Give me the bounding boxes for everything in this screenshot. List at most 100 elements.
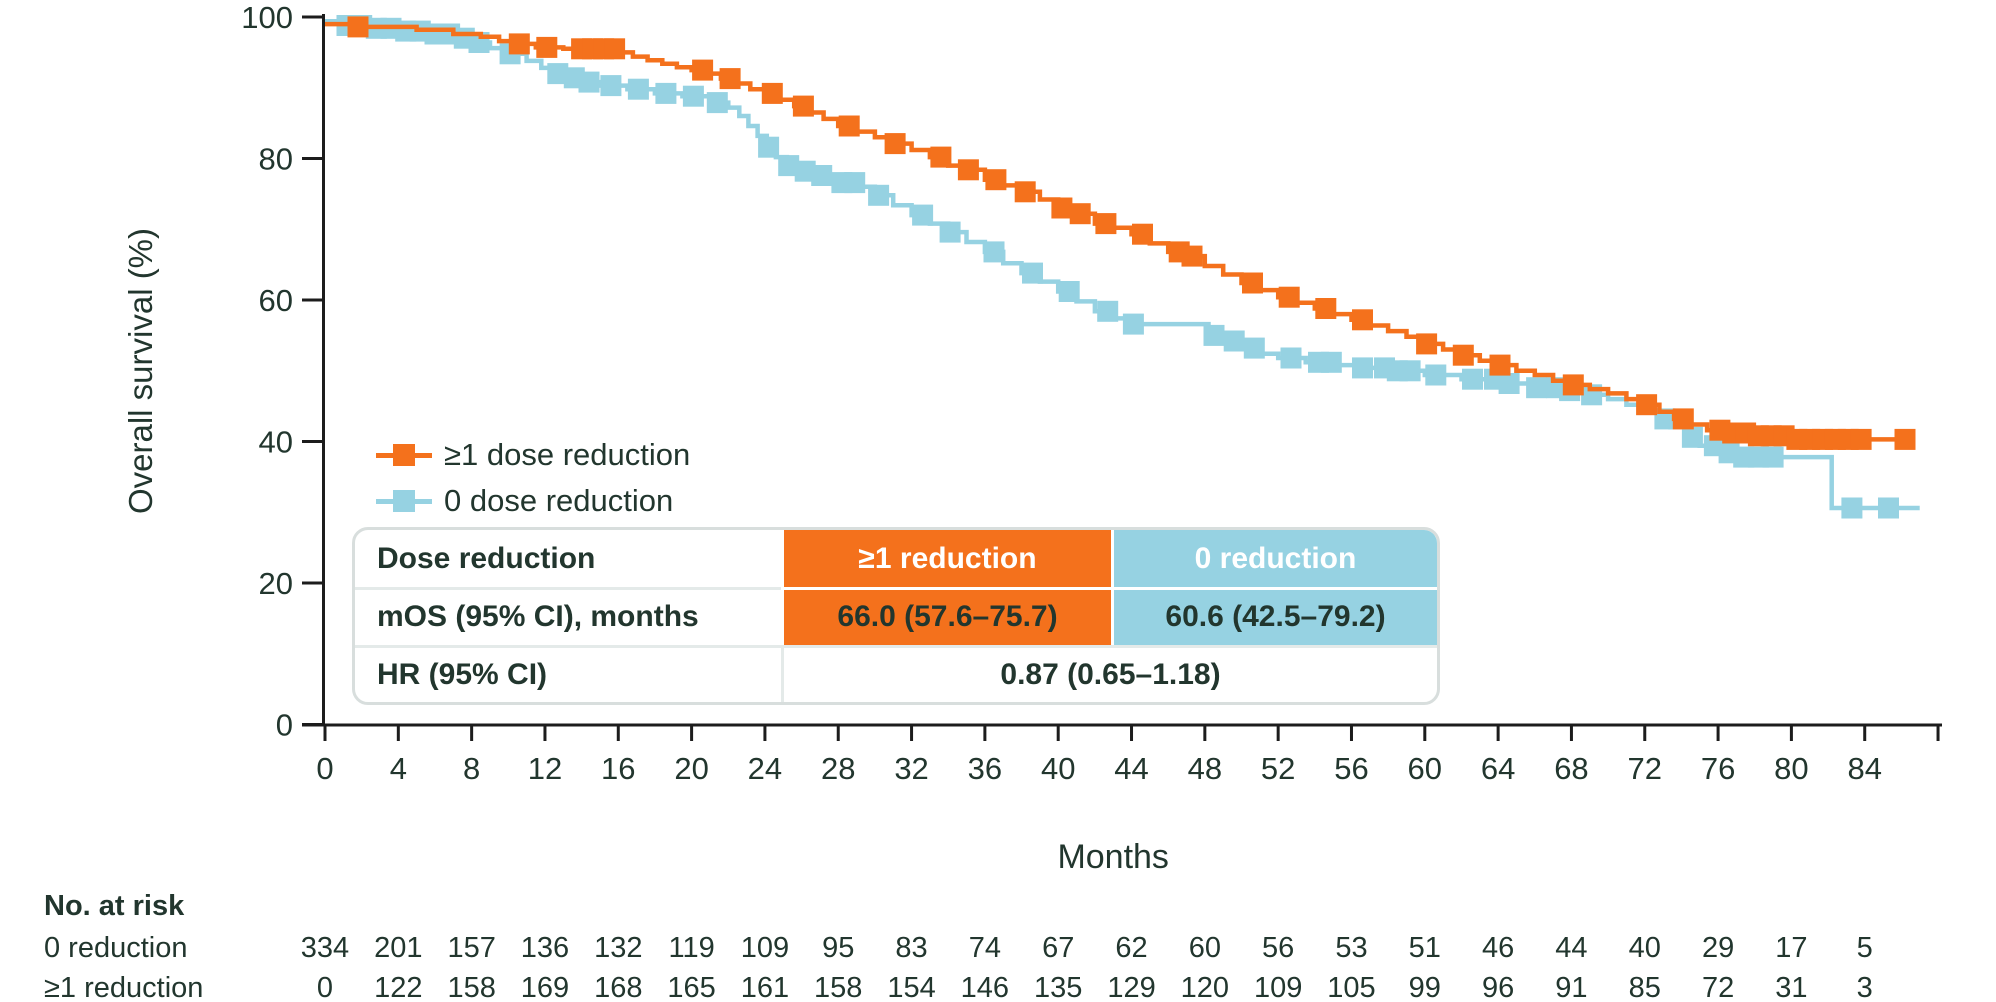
censor-mark — [1399, 360, 1421, 382]
legend-item-ge1-dose-reduction: ≥1 dose reduction — [376, 432, 690, 478]
at-risk-row-label: 0 reduction — [44, 932, 188, 964]
legend-label: ≥1 dose reduction — [444, 437, 691, 472]
censor-mark — [536, 36, 558, 58]
censor-mark — [1672, 408, 1694, 430]
at-risk-value: 119 — [668, 932, 714, 964]
at-risk-value: 157 — [447, 932, 495, 964]
censor-mark — [1878, 497, 1899, 519]
censor-mark — [1762, 446, 1784, 468]
censor-square-icon — [393, 443, 415, 466]
y-tick-label: 60 — [259, 283, 293, 318]
at-risk-value: 109 — [1254, 972, 1302, 1002]
at-risk-title: No. at risk — [44, 890, 185, 922]
stats-header-zero: 0 reduction — [1111, 530, 1437, 588]
at-risk-value: 165 — [667, 972, 715, 1002]
censor-mark — [655, 82, 677, 104]
legend: ≥1 dose reduction 0 dose reduction — [376, 432, 690, 524]
censor-mark — [719, 68, 741, 90]
censor-mark — [1203, 324, 1225, 346]
y-tick-label: 0 — [276, 708, 293, 743]
y-tick-label: 40 — [259, 425, 293, 460]
at-risk-value: 96 — [1482, 972, 1514, 1002]
y-tick-label: 80 — [259, 142, 293, 177]
at-risk-value: 53 — [1335, 932, 1367, 964]
at-risk-value: 51 — [1409, 932, 1441, 964]
x-tick-label: 64 — [1481, 751, 1515, 786]
x-tick-label: 12 — [528, 751, 562, 786]
legend-label: 0 dose reduction — [444, 483, 674, 518]
censor-mark — [1636, 394, 1658, 416]
censor-mark — [1051, 197, 1073, 219]
at-risk-value: 120 — [1181, 972, 1229, 1002]
legend-marker-blue — [376, 489, 432, 512]
at-risk-value: 201 — [374, 932, 422, 964]
at-risk-value: 85 — [1629, 972, 1661, 1002]
y-tick-label: 20 — [259, 566, 293, 601]
censor-mark — [1181, 245, 1203, 267]
at-risk-value: 154 — [887, 972, 935, 1002]
at-risk-value: 67 — [1042, 932, 1074, 964]
censor-mark — [600, 75, 622, 97]
censor-mark — [912, 204, 934, 226]
at-risk-value: 17 — [1775, 932, 1807, 964]
censor-mark — [884, 133, 906, 155]
at-risk-value: 99 — [1409, 972, 1441, 1002]
x-tick-label: 24 — [748, 751, 782, 786]
at-risk-value: 60 — [1189, 932, 1221, 964]
x-tick-label: 80 — [1774, 751, 1808, 786]
stats-mos-label: mOS (95% CI), months — [355, 587, 781, 644]
at-risk-value: 334 — [301, 932, 349, 964]
x-tick-label: 48 — [1188, 751, 1222, 786]
censor-mark — [1223, 330, 1245, 352]
stats-mos-zero: 60.6 (42.5–79.2) — [1111, 587, 1437, 645]
censor-mark — [1498, 373, 1520, 394]
censor-mark — [347, 16, 369, 38]
x-axis-title: Months — [1057, 838, 1169, 876]
at-risk-value: 161 — [741, 972, 789, 1002]
censor-mark — [930, 146, 952, 168]
censor-mark — [983, 241, 1005, 263]
censor-mark — [957, 159, 979, 181]
at-risk-value: 31 — [1775, 972, 1807, 1002]
censor-mark — [985, 169, 1007, 191]
censor-mark — [1022, 262, 1043, 284]
at-risk-value: 169 — [521, 972, 569, 1002]
at-risk-value: 168 — [594, 972, 642, 1002]
stats-header-rowlabel: Dose reduction — [377, 541, 596, 575]
censor-mark — [1462, 368, 1483, 390]
x-tick-label: 32 — [894, 751, 928, 786]
censor-mark — [1452, 344, 1474, 366]
at-risk-value: 105 — [1327, 972, 1375, 1002]
stats-hr-value: 0.87 (0.65–1.18) — [781, 644, 1437, 702]
censor-mark — [1425, 364, 1447, 386]
stats-header-ge1: ≥1 reduction — [781, 530, 1111, 588]
censor-mark — [578, 71, 600, 93]
x-tick-label: 36 — [968, 751, 1002, 786]
censor-mark — [1416, 333, 1438, 355]
censor-mark — [1243, 337, 1265, 359]
at-risk-value: 158 — [814, 972, 862, 1002]
x-tick-label: 4 — [390, 751, 407, 786]
stats-mos-ge1: 66.0 (57.6–75.7) — [781, 587, 1111, 645]
censor-mark — [1320, 351, 1342, 373]
x-tick-label: 16 — [601, 751, 635, 786]
censor-mark — [1280, 347, 1302, 369]
x-tick-label: 8 — [463, 751, 480, 786]
censor-mark — [1841, 497, 1863, 519]
at-risk-value: 132 — [594, 932, 642, 964]
censor-mark — [794, 160, 816, 182]
at-risk-value: 158 — [447, 972, 495, 1002]
at-risk-value: 146 — [961, 972, 1009, 1002]
censor-mark — [1894, 428, 1916, 450]
x-tick-label: 40 — [1041, 751, 1075, 786]
censor-mark — [627, 78, 649, 100]
censor-mark — [868, 184, 890, 206]
at-risk-value: 135 — [1034, 972, 1082, 1002]
x-tick-label: 84 — [1847, 751, 1881, 786]
censor-mark — [761, 82, 783, 104]
at-risk-row-label: ≥1 reduction — [44, 972, 203, 1002]
at-risk-value: 83 — [895, 932, 927, 964]
at-risk-value: 91 — [1555, 972, 1587, 1002]
